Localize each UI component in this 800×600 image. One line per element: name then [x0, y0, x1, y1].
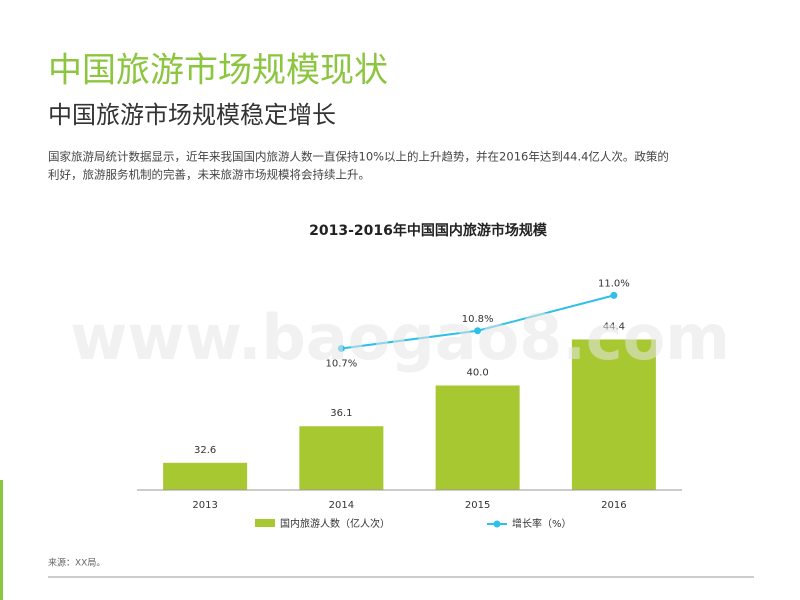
slide-title: 中国旅游市场规模现状 [48, 51, 388, 91]
data-label: 44.4 [603, 321, 625, 332]
line-point [337, 344, 345, 352]
legend-swatch [255, 519, 275, 527]
chart-title: 2013-2016年中国国内旅游市场规模 [309, 222, 548, 239]
watermark: www.baogao8.com [70, 301, 730, 374]
source: 来源：XX局。 [48, 558, 105, 569]
data-label: 10.7% [325, 358, 357, 369]
description: 国家旅游局统计数据显示，近年来我国国内旅游人数一直保持10%以上的上升趋势，并在… [48, 150, 669, 164]
bar [571, 339, 656, 490]
description: 利好，旅游服务机制的完善，未来旅游市场规模将会持续上升。 [48, 168, 370, 182]
line-point [474, 327, 482, 335]
legend-swatch [493, 520, 501, 528]
data-label: 11.0% [598, 278, 630, 289]
line-point [610, 291, 618, 299]
edge-accent [0, 480, 3, 600]
x-tick-label: 2014 [329, 500, 354, 511]
legend-label: 增长率（%） [512, 517, 572, 530]
x-tick-label: 2015 [465, 500, 490, 511]
bar [299, 426, 384, 490]
bar [163, 462, 248, 490]
x-tick-label: 2016 [601, 500, 626, 511]
x-tick-label: 2013 [192, 500, 217, 511]
data-label: 10.8% [462, 314, 494, 325]
data-label: 36.1 [330, 408, 352, 419]
legend-label: 国内旅游人数（亿人次） [280, 517, 390, 530]
data-label: 40.0 [466, 367, 488, 378]
slide-subtitle: 中国旅游市场规模稳定增长 [48, 101, 336, 129]
bar [435, 385, 520, 490]
data-label: 32.6 [194, 445, 216, 456]
